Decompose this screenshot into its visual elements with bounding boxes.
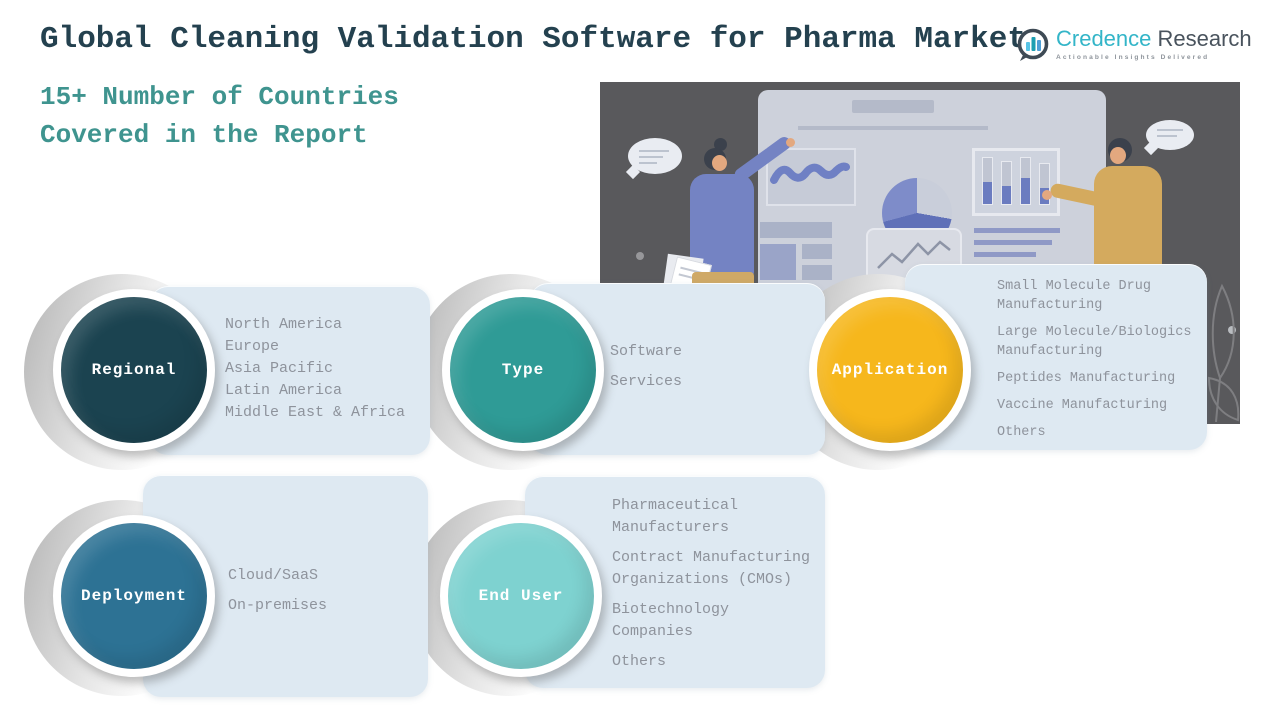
- subtitle: 15+ Number of Countries Covered in the R…: [40, 78, 399, 154]
- logo-brand-secondary: Research: [1157, 26, 1252, 51]
- segment-item: On-premises: [228, 597, 328, 614]
- segment-item: Contract Manufacturing Organizations (CM…: [612, 549, 811, 588]
- application-items: Small Molecule Drug Manufacturing Large …: [997, 277, 1197, 442]
- bar-chart-bubble-icon: [1017, 28, 1049, 61]
- circle-application: Application: [809, 289, 971, 451]
- segment-item: Software: [610, 343, 683, 360]
- segment-item: Small Molecule Drug Manufacturing: [997, 279, 1151, 313]
- bar-chart: [972, 148, 1060, 216]
- segment-item: Biotechnology Companies: [612, 601, 730, 640]
- board-rule: [798, 126, 988, 130]
- segment-label: End User: [478, 587, 564, 605]
- speech-bubble-right: [1146, 120, 1194, 150]
- speech-bubble-left: [628, 138, 682, 174]
- segment-item: Cloud/SaaS: [228, 567, 319, 584]
- segment-label: Type: [501, 361, 545, 379]
- end-user-items: Pharmaceutical Manufacturers Contract Ma…: [612, 495, 816, 673]
- segment-item: Asia Pacific: [225, 360, 334, 377]
- board-text-lines: [974, 228, 1060, 269]
- segment-item: Peptides Manufacturing: [997, 371, 1176, 386]
- board-table-blocks: [760, 222, 832, 280]
- segment-item: Latin America: [225, 382, 343, 399]
- logo-tagline: Actionable Insights Delivered: [1056, 54, 1210, 61]
- leaf-decoration-icon: [1207, 283, 1240, 422]
- segment-item: Others: [997, 425, 1046, 440]
- decor-dot: [636, 252, 644, 260]
- subtitle-line-2: Covered in the Report: [40, 120, 368, 150]
- circle-regional: Regional: [53, 289, 215, 451]
- page-title: Global Cleaning Validation Software for …: [40, 22, 1026, 57]
- circle-deployment: Deployment: [53, 515, 215, 677]
- board-title-placeholder: [852, 100, 934, 113]
- segment-label: Regional: [91, 361, 177, 379]
- type-items: Software Services: [610, 341, 815, 393]
- subtitle-line-1: 15+ Number of Countries: [40, 82, 399, 112]
- credence-logo: Credence Research Actionable Insights De…: [1014, 26, 1252, 66]
- segment-item: Europe: [225, 338, 280, 355]
- regional-items: North America Europe Asia Pacific Latin …: [225, 314, 420, 424]
- segment-item: Middle East & Africa: [225, 404, 406, 421]
- circle-end-user: End User: [440, 515, 602, 677]
- segment-item: Others: [612, 653, 667, 670]
- segment-item: Vaccine Manufacturing: [997, 398, 1168, 413]
- logo-brand-primary: Credence: [1056, 26, 1152, 51]
- zigzag-chart: [866, 228, 962, 282]
- wavy-line-chart: [766, 148, 856, 206]
- segment-item: Pharmaceutical Manufacturers: [612, 497, 739, 536]
- segment-item: Services: [610, 373, 683, 390]
- segment-item: North America: [225, 316, 343, 333]
- deployment-items: Cloud/SaaS On-premises: [228, 565, 418, 617]
- segment-label: Deployment: [80, 587, 187, 605]
- logo-wordmark: Credence Research: [1056, 26, 1252, 52]
- circle-type: Type: [442, 289, 604, 451]
- presentation-illustration: [600, 82, 1240, 424]
- segment-label: Application: [831, 361, 949, 379]
- segment-item: Large Molecule/Biologics Manufacturing: [997, 325, 1192, 359]
- decor-dot: [1228, 326, 1236, 334]
